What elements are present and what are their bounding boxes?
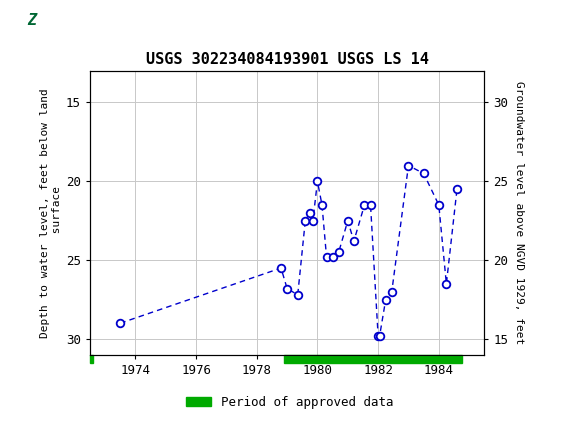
Title: USGS 302234084193901 USGS LS 14: USGS 302234084193901 USGS LS 14 xyxy=(146,52,429,67)
Legend: Period of approved data: Period of approved data xyxy=(181,390,399,414)
Text: Z: Z xyxy=(27,13,37,28)
Y-axis label: Groundwater level above NGVD 1929, feet: Groundwater level above NGVD 1929, feet xyxy=(514,81,524,344)
Text: USGS: USGS xyxy=(67,12,110,29)
Bar xyxy=(90,355,93,362)
Bar xyxy=(284,355,462,362)
Bar xyxy=(6,4,58,37)
Y-axis label: Depth to water level, feet below land
 surface: Depth to water level, feet below land su… xyxy=(40,88,61,338)
